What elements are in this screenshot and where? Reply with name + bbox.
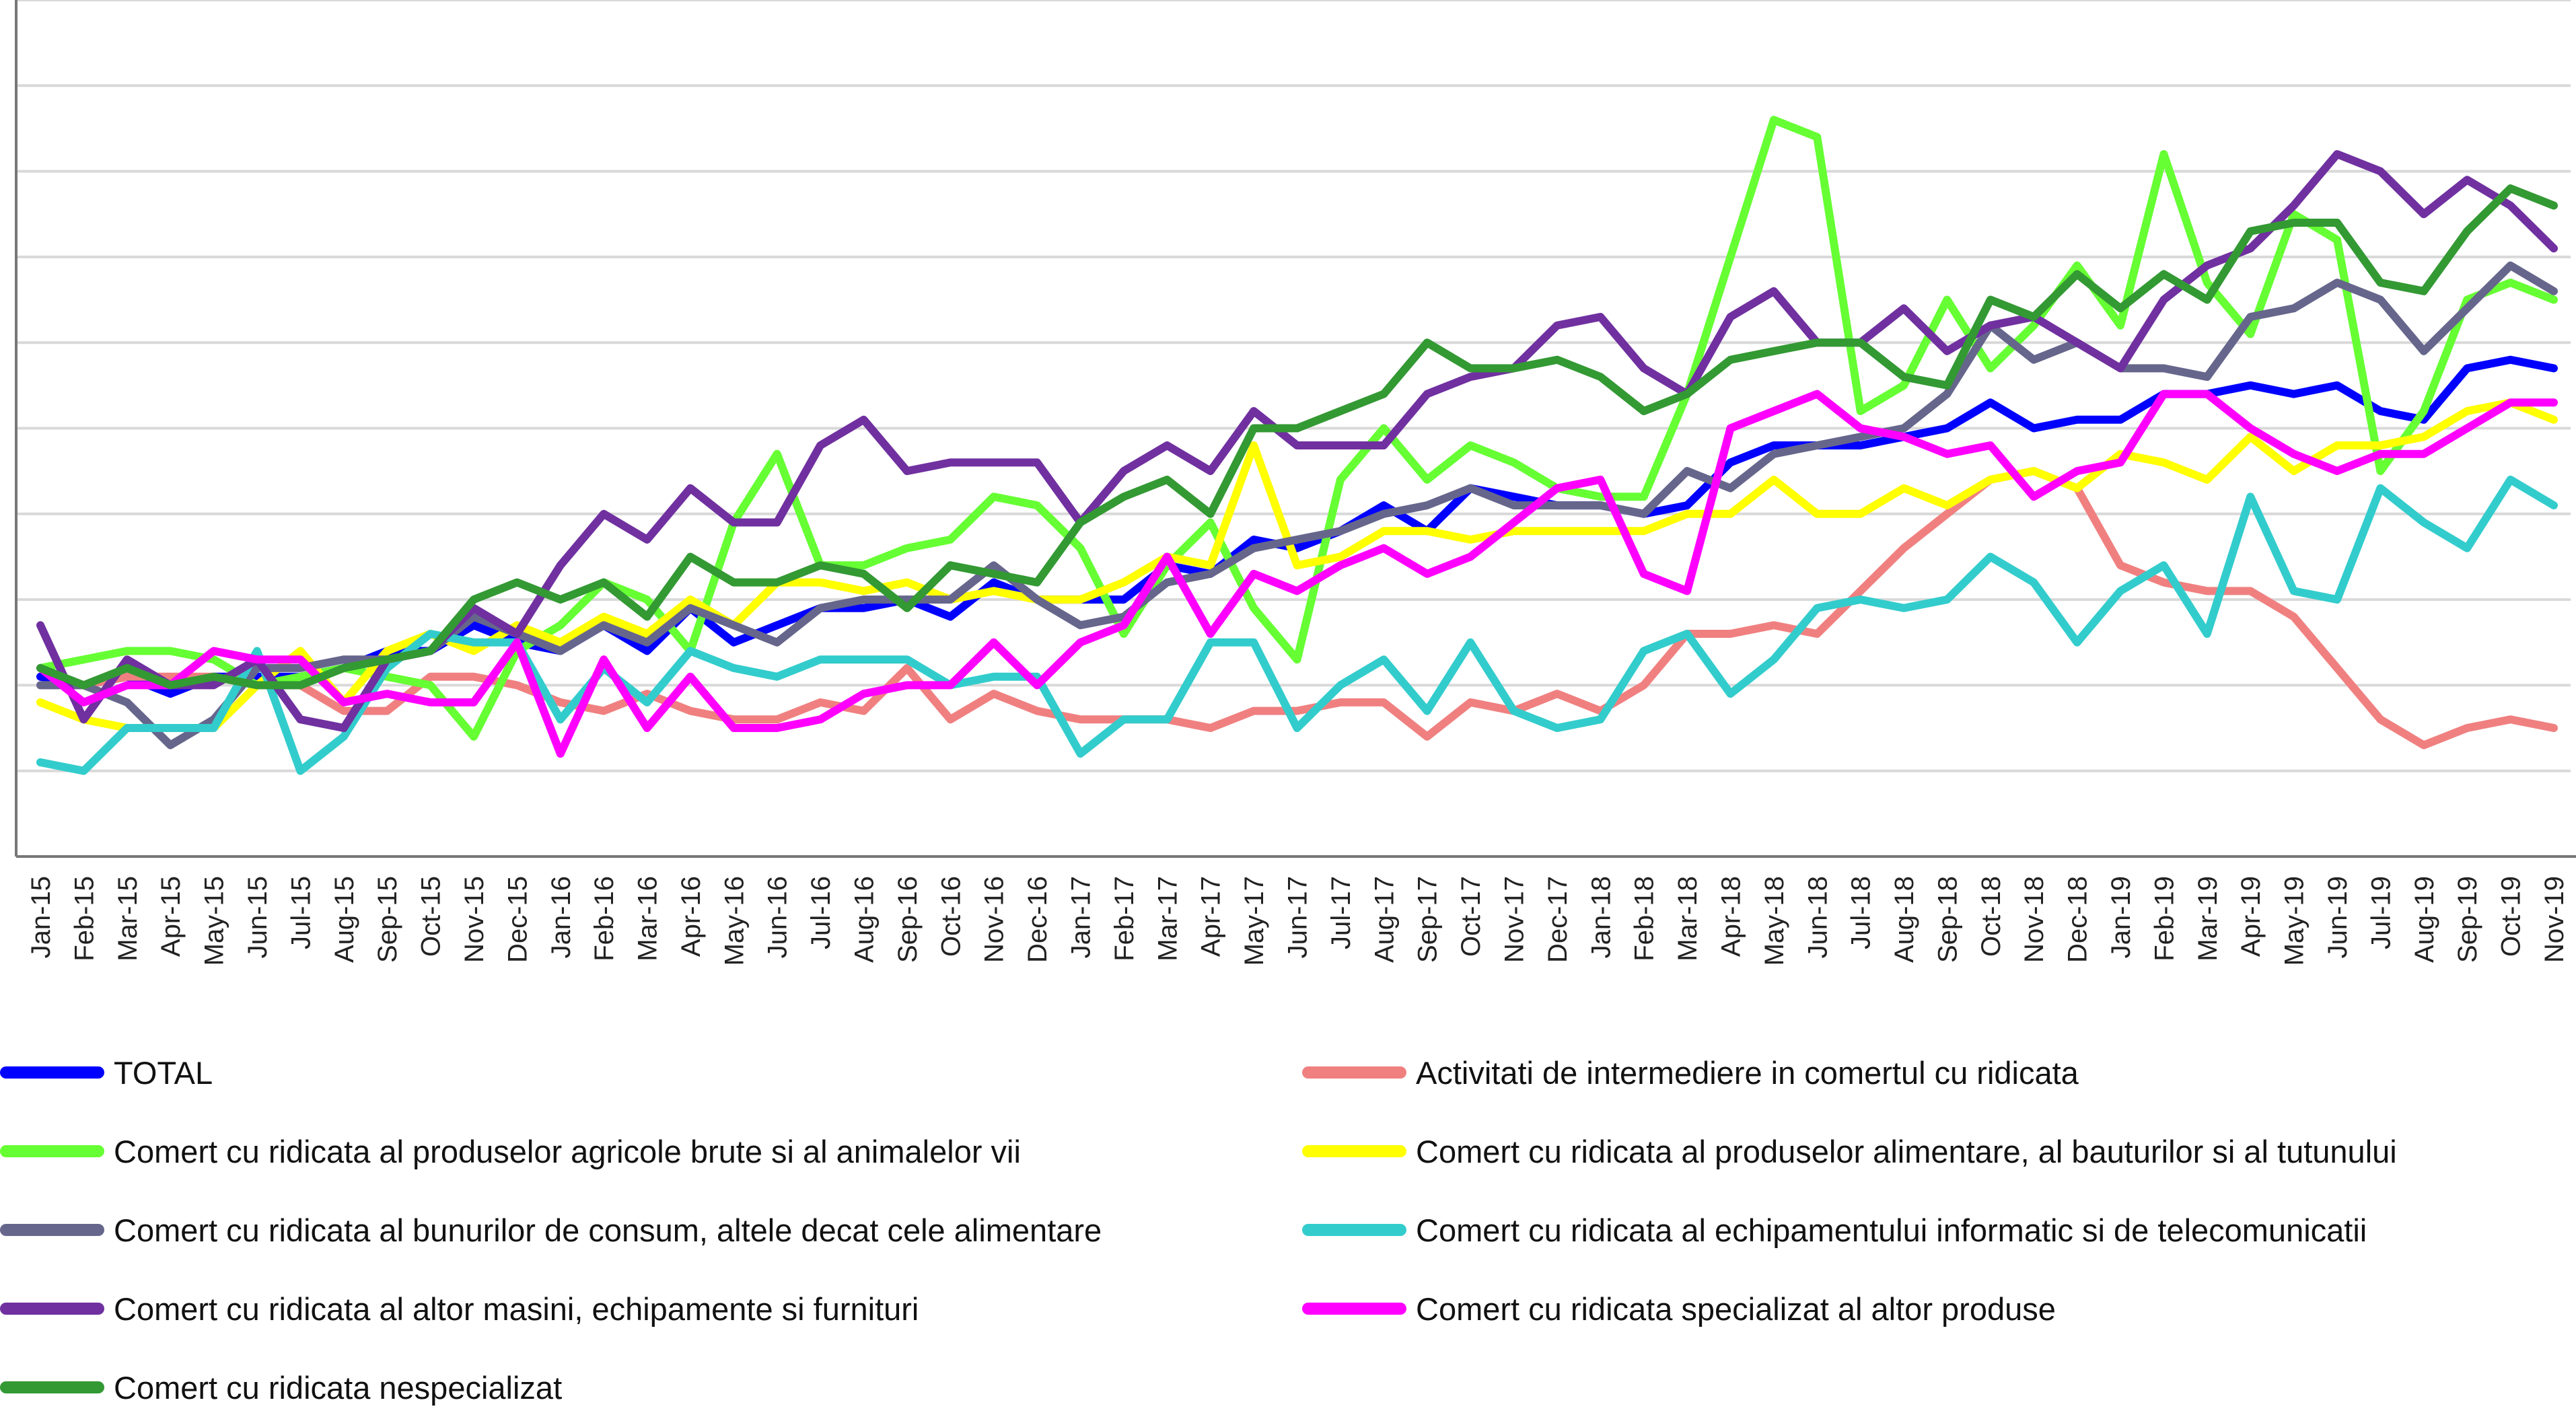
x-tick-label: Aug-17	[1369, 876, 1399, 963]
x-tick-label: Jan-16	[546, 876, 576, 958]
x-tick-label: May-15	[200, 876, 229, 966]
x-tick-label: Jul-16	[806, 876, 836, 949]
x-tick-label: May-18	[1760, 876, 1789, 966]
x-tick-label: Apr-16	[676, 876, 706, 957]
series-line-5	[36, 475, 2558, 775]
x-tick-label: Sep-19	[2453, 876, 2482, 963]
x-tick-label: Feb-19	[2149, 876, 2179, 961]
x-tick-label: Oct-16	[936, 876, 966, 957]
x-tick-label: Jul-15	[286, 876, 316, 949]
series-line-1	[36, 467, 2558, 750]
legend-label: TOTAL	[114, 1054, 213, 1091]
x-tick-label: Sep-15	[373, 876, 402, 963]
x-tick-label: Aug-18	[1890, 876, 1919, 963]
x-tick-label: May-17	[1240, 876, 1269, 966]
x-tick-label: Aug-15	[330, 876, 359, 963]
x-tick-label: Mar-18	[1673, 876, 1703, 961]
x-tick-label: Feb-18	[1630, 876, 1659, 961]
legend-swatch	[0, 1381, 104, 1393]
legend-label: Comert cu ridicata al altor masini, echi…	[114, 1290, 919, 1327]
legend-swatch	[0, 1145, 104, 1157]
x-tick-label: Nov-15	[460, 876, 489, 963]
x-tick-label: Dec-15	[503, 876, 532, 963]
legend-swatch	[0, 1303, 104, 1315]
legend-label: Comert cu ridicata al produselor agricol…	[114, 1133, 1021, 1169]
legend-label: Comert cu ridicata specializat al altor …	[1416, 1290, 2056, 1327]
series-line-8	[36, 184, 2558, 690]
x-tick-label: Jul-17	[1326, 876, 1356, 949]
legend-label: Comert cu ridicata al bunurilor de consu…	[114, 1212, 1102, 1248]
x-tick-label: Mar-19	[2193, 876, 2223, 961]
legend-swatch	[1302, 1303, 1406, 1315]
x-tick-label: Apr-15	[156, 876, 186, 957]
x-tick-label: Jun-19	[2323, 876, 2353, 958]
x-tick-label: Dec-18	[2063, 876, 2093, 963]
x-tick-label: Jul-18	[1847, 876, 1876, 949]
x-tick-label: Aug-16	[850, 876, 880, 963]
line-chart: Jan-15 Feb-15 Mar-15 Apr-15 May-15 Jun-15 Jul-…	[15, 0, 2576, 966]
series-lines	[36, 116, 2558, 775]
x-tick-label: Jan-19	[2106, 876, 2136, 958]
x-tick-label: Jul-19	[2366, 876, 2396, 949]
x-tick-label: Nov-17	[1499, 876, 1529, 963]
x-tick-label: Sep-18	[1933, 876, 1962, 963]
legend-swatch	[1302, 1145, 1406, 1157]
x-tick-label: Oct-18	[1976, 876, 2006, 957]
series-line-0	[36, 355, 2558, 698]
x-tick-label: Mar-15	[113, 876, 143, 961]
legend: TOTAL Activitati de intermediere in comer…	[0, 1050, 2576, 1419]
legend-item: Comert cu ridicata al bunurilor de consu…	[0, 1210, 1102, 1250]
legend-label: Comert cu ridicata nespecializat	[114, 1369, 563, 1406]
x-tick-label: May-19	[2280, 876, 2310, 966]
x-tick-label: May-16	[719, 876, 749, 966]
x-tick-label: Apr-18	[1716, 876, 1746, 957]
x-tick-label: Apr-19	[2236, 876, 2266, 957]
x-tick-label: Nov-19	[2540, 876, 2569, 963]
legend-item: Comert cu ridicata al produselor aliment…	[1302, 1131, 2397, 1171]
x-tick-label: Feb-16	[589, 876, 619, 961]
x-tick-label: Jan-18	[1586, 876, 1616, 958]
x-tick-label: Dec-17	[1543, 876, 1573, 963]
x-tick-label: Dec-16	[1023, 876, 1052, 963]
x-tick-label: Oct-19	[2497, 876, 2526, 957]
x-tick-label: Sep-17	[1413, 876, 1443, 963]
legend-item: Comert cu ridicata al echipamentului inf…	[1302, 1210, 2367, 1250]
legend-item: Comert cu ridicata al altor masini, echi…	[0, 1288, 919, 1329]
legend-swatch	[0, 1224, 104, 1236]
x-tick-label: Nov-16	[980, 876, 1009, 963]
legend-swatch	[1302, 1224, 1406, 1236]
x-tick-label: Jun-16	[763, 876, 793, 958]
x-tick-label: Feb-17	[1110, 876, 1139, 961]
x-tick-labels: Jan-15 Feb-15 Mar-15 Apr-15 May-15 Jun-15 Jul-…	[26, 876, 2569, 966]
x-tick-label: Sep-16	[893, 876, 923, 963]
series-line-7	[36, 390, 2558, 758]
legend-swatch	[1302, 1066, 1406, 1079]
legend-item: Comert cu ridicata al produselor agricol…	[0, 1131, 1021, 1171]
series-line-3	[36, 398, 2558, 732]
legend-label: Activitati de intermediere in comertul c…	[1416, 1054, 2079, 1091]
x-tick-label: Oct-15	[417, 876, 446, 957]
legend-swatch	[0, 1066, 104, 1079]
x-tick-label: Nov-18	[2019, 876, 2049, 963]
x-tick-label: Jan-15	[26, 876, 56, 958]
legend-item: Activitati de intermediere in comertul c…	[1302, 1052, 2079, 1093]
legend-item: TOTAL	[0, 1052, 213, 1093]
legend-item: Comert cu ridicata specializat al altor …	[1302, 1288, 2056, 1329]
series-line-2	[36, 116, 2558, 741]
x-tick-label: Oct-17	[1456, 876, 1486, 957]
x-tick-label: Feb-15	[69, 876, 99, 961]
x-tick-label: Aug-19	[2410, 876, 2439, 963]
legend-label: Comert cu ridicata al echipamentului inf…	[1416, 1212, 2367, 1248]
legend-item: Comert cu ridicata nespecializat	[0, 1367, 562, 1408]
series-line-4	[36, 261, 2558, 750]
x-tick-label: Jan-17	[1067, 876, 1096, 958]
x-tick-label: Mar-17	[1153, 876, 1182, 961]
legend-label: Comert cu ridicata al produselor aliment…	[1416, 1133, 2397, 1169]
x-tick-label: Apr-17	[1196, 876, 1226, 957]
x-tick-label: Jun-17	[1283, 876, 1313, 958]
x-tick-label: Jun-18	[1803, 876, 1832, 958]
x-tick-label: Jun-15	[243, 876, 273, 958]
x-tick-label: Mar-16	[633, 876, 663, 961]
